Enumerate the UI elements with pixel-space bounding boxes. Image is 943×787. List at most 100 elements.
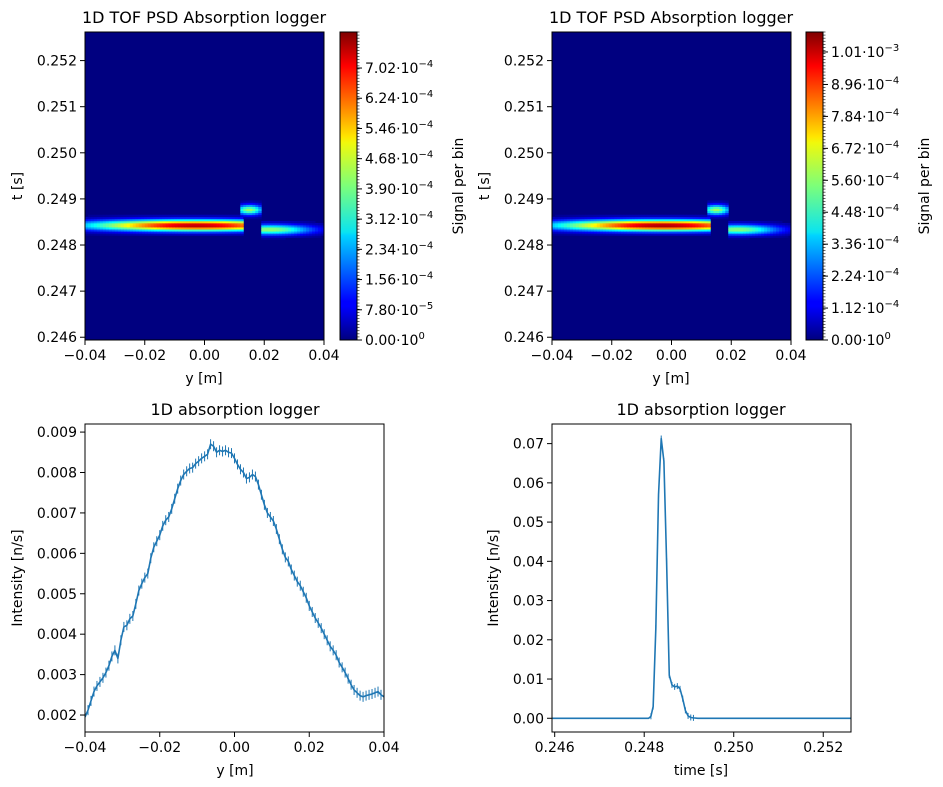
heatmap-cell — [255, 204, 259, 207]
heatmap-cell — [614, 225, 619, 228]
heatmap-cell — [560, 216, 565, 220]
heatmap-cell — [204, 218, 208, 222]
heatmap-cell — [671, 218, 675, 222]
heatmap-cell — [575, 220, 580, 224]
heatmap-cell — [746, 235, 750, 238]
heatmap-cell — [552, 233, 556, 236]
heatmap-cell — [647, 220, 651, 224]
heatmap-cell — [231, 231, 235, 234]
heatmap-cell — [96, 220, 101, 224]
heatmap-cell — [689, 225, 693, 228]
heatmap-cell — [309, 235, 313, 238]
heatmap-cell — [767, 229, 771, 232]
heatmap-cell — [189, 233, 193, 236]
colorbar-tick-label: 6.24·10−4 — [365, 89, 433, 107]
heatmap-cell — [656, 216, 660, 220]
heatmap-cell — [560, 218, 565, 222]
heatmap-cell — [321, 222, 325, 226]
heatmap-cell — [219, 225, 223, 228]
heatmap-cell — [725, 212, 729, 216]
heatmap-cell — [629, 214, 634, 218]
heatmap-cell — [315, 235, 319, 238]
x-axis-label: y [m] — [185, 371, 222, 387]
heatmap-cell — [186, 220, 190, 224]
heatmap-cell — [93, 225, 98, 228]
heatmap-cell — [255, 208, 259, 212]
heatmap-cell — [581, 222, 586, 226]
heatmap-cell — [773, 220, 777, 224]
heatmap-cell — [237, 216, 241, 220]
heatmap-cell — [201, 233, 205, 236]
heatmap-cell — [641, 216, 646, 220]
heatmap-cell — [240, 218, 244, 222]
y-axis-label: t [s] — [477, 172, 493, 200]
heatmap-cell — [665, 225, 669, 228]
heatmap-cell — [120, 227, 125, 230]
heatmap-cell — [294, 220, 298, 224]
heatmap-cell — [719, 216, 723, 220]
heatmap-cell — [560, 233, 565, 236]
heatmap-cell — [129, 227, 134, 230]
heatmap-cell — [201, 227, 205, 230]
heatmap-cell — [114, 229, 119, 232]
heatmap-cell — [599, 216, 604, 220]
heatmap-cell — [755, 233, 759, 236]
y-tick-label: 0.249 — [37, 192, 77, 208]
heatmap-cell — [632, 218, 637, 222]
heatmap-cell — [228, 214, 232, 218]
x-tick-label: 0.00 — [219, 740, 250, 756]
heatmap-cell — [240, 208, 244, 212]
heatmap-cell — [85, 222, 89, 226]
heatmap-cell — [608, 233, 613, 236]
heatmap-cell — [252, 214, 256, 218]
x-axis: −0.04 −0.02 0.00 0.02 0.04 — [531, 340, 807, 364]
heatmap-cell — [584, 227, 589, 230]
heatmap-cell — [698, 225, 702, 228]
heatmap-cell — [737, 227, 741, 230]
heatmap-cell — [228, 229, 232, 232]
heatmap-cell — [255, 202, 259, 205]
heatmap-cell — [653, 231, 657, 234]
heatmap-cell — [288, 231, 292, 234]
heatmap-cell — [632, 233, 637, 236]
heatmap-cell — [318, 227, 322, 230]
heatmap-cell — [201, 220, 205, 224]
heatmap-cell — [285, 220, 289, 224]
heatmap-cell — [201, 229, 205, 232]
heatmap-cell — [111, 222, 116, 226]
heatmap-cell — [770, 233, 774, 236]
heatmap-cell — [653, 218, 657, 222]
heatmap-cell — [761, 229, 765, 232]
heatmap-cell — [246, 204, 250, 207]
heatmap-cell — [312, 227, 316, 230]
heatmap-cell — [563, 231, 568, 234]
heatmap-cell — [674, 227, 678, 230]
heatmap-cell — [755, 235, 759, 238]
heatmap-cell — [626, 231, 631, 234]
heatmap-cell — [563, 218, 568, 222]
heatmap-cell — [782, 235, 786, 238]
heatmap-cell — [716, 212, 720, 216]
heatmap-cell — [141, 227, 146, 230]
heatmap-cell — [572, 225, 577, 228]
heatmap-cell — [755, 227, 759, 230]
heatmap-cell — [138, 231, 143, 234]
heatmap-cell — [297, 220, 301, 224]
heatmap-cell — [719, 202, 723, 205]
heatmap-cell — [126, 227, 131, 230]
y-tick-label: 0.251 — [504, 100, 544, 116]
heatmap-cell — [303, 235, 307, 238]
heatmap-cell — [719, 212, 723, 216]
heatmap-cell — [722, 208, 726, 212]
heatmap-cell — [207, 220, 211, 224]
heatmap-cell — [560, 231, 565, 234]
heatmap-cell — [162, 233, 167, 236]
heatmap-cell — [686, 218, 690, 222]
heatmap-cell — [90, 231, 95, 234]
heatmap-cell — [285, 222, 289, 226]
heatmap-cell — [767, 227, 771, 230]
heatmap-cell — [192, 233, 196, 236]
heatmap-cell — [294, 229, 298, 232]
heatmap-cell — [96, 218, 101, 222]
heatmap-cell — [120, 229, 125, 232]
